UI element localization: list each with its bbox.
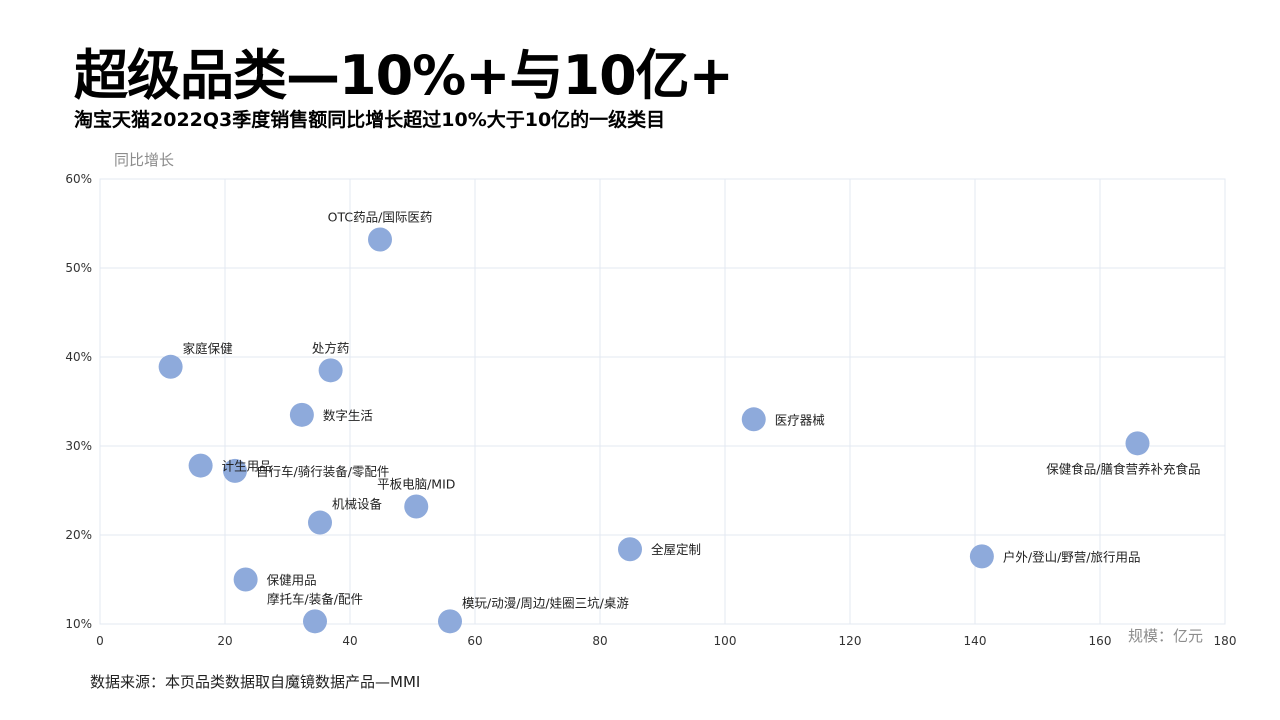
x-tick-label: 100 [714, 634, 737, 648]
x-tick-label: 20 [217, 634, 232, 648]
point-label: 模玩/动漫/周边/娃圈三坑/桌游 [462, 595, 629, 610]
y-tick-label: 20% [65, 528, 92, 542]
point-label: 户外/登山/野营/旅行用品 [1003, 549, 1141, 564]
y-axis-title: 同比增长 [114, 151, 174, 169]
data-point [438, 609, 462, 634]
data-source-note: 数据来源：本页品类数据取自魔镜数据产品—MMI [90, 673, 421, 691]
point-label: 平板电脑/MID [377, 477, 455, 492]
point-label: 保健用品 [267, 573, 317, 588]
point-label: 机械设备 [332, 497, 383, 512]
point-label: OTC药品/国际医药 [328, 210, 433, 225]
y-tick-label: 60% [65, 172, 92, 186]
data-point [969, 544, 994, 569]
point-label: 计生用品 [222, 459, 272, 474]
x-axis-title: 规模：亿元 [1128, 627, 1203, 645]
point-label: 自行车/骑行装备/零配件 [256, 464, 389, 479]
axis-layer: 同比增长 规模：亿元 10% 20% 30% 40% 50% 60% 0 20 40 60 80 10… [65, 151, 1236, 648]
point-label: 家庭保健 [183, 341, 234, 356]
x-tick-label: 40 [342, 634, 357, 648]
y-tick-label: 40% [65, 350, 92, 364]
data-point [308, 510, 332, 535]
data-point [618, 537, 642, 562]
x-tick-label: 80 [592, 634, 607, 648]
x-tick-label: 140 [964, 634, 987, 648]
data-point [158, 354, 183, 379]
data-point [303, 609, 327, 634]
y-tick-label: 10% [65, 617, 92, 631]
data-point [318, 358, 343, 383]
x-tick-label: 160 [1089, 634, 1112, 648]
x-tick-label: 60 [467, 634, 482, 648]
points-layer [158, 227, 1150, 634]
point-label: 全屋定制 [651, 542, 701, 557]
data-point [368, 227, 392, 252]
data-point [289, 402, 314, 427]
point-label: 摩托车/装备/配件 [267, 591, 363, 606]
y-tick-label: 30% [65, 439, 92, 453]
point-label: 数字生活 [323, 408, 373, 423]
x-tick-label: 120 [839, 634, 862, 648]
page-subtitle: 淘宝天猫2022Q3季度销售额同比增长超过10%大于10亿的一级类目 [74, 109, 666, 131]
page-title: 超级品类—10%+与10亿+ [74, 44, 734, 107]
point-label: 医疗器械 [775, 412, 826, 427]
data-point [404, 494, 429, 519]
data-point [188, 453, 213, 478]
x-tick-label: 180 [1214, 634, 1237, 648]
x-tick-label: 0 [96, 634, 104, 648]
data-point [741, 407, 766, 432]
data-point [223, 458, 247, 483]
point-label: 保健食品/膳食营养补充食品 [1046, 461, 1200, 476]
y-tick-label: 50% [65, 261, 92, 275]
data-point [233, 567, 258, 592]
grid-layer [99, 178, 1226, 625]
data-point [1125, 431, 1150, 456]
point-label: 处方药 [312, 340, 350, 355]
